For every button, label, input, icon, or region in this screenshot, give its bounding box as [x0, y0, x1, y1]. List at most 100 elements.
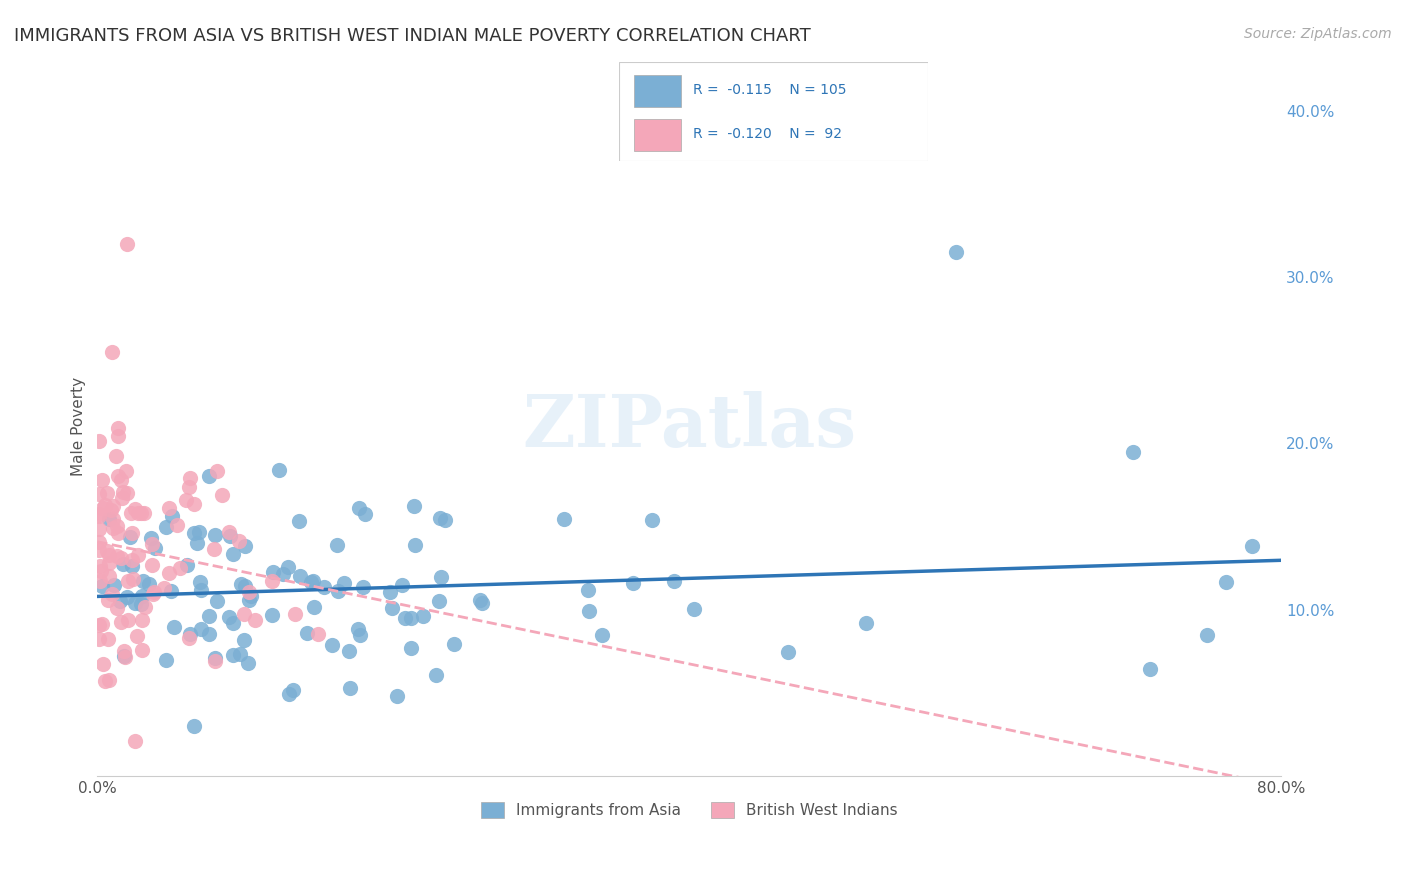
Point — [347, 623, 370, 637]
Point — [98, 673, 121, 687]
Point — [288, 569, 311, 583]
Point — [134, 599, 156, 614]
Point — [385, 689, 408, 703]
Point — [326, 584, 349, 599]
Point — [131, 613, 153, 627]
Point — [301, 574, 323, 588]
Point — [176, 492, 198, 507]
Point — [124, 596, 146, 610]
Point — [141, 536, 163, 550]
FancyBboxPatch shape — [619, 62, 928, 161]
Point — [326, 538, 349, 552]
Point — [553, 512, 575, 526]
Text: IMMIGRANTS FROM ASIA VS BRITISH WEST INDIAN MALE POVERTY CORRELATION CHART: IMMIGRANTS FROM ASIA VS BRITISH WEST IND… — [14, 27, 811, 45]
Point — [98, 512, 121, 526]
Y-axis label: Male Poverty: Male Poverty — [72, 377, 86, 476]
Point — [157, 500, 180, 515]
Point — [112, 557, 135, 571]
Point — [115, 590, 138, 604]
Point — [117, 574, 139, 589]
Point — [107, 429, 129, 443]
Point — [115, 464, 138, 478]
Point — [378, 585, 401, 599]
Point — [142, 587, 165, 601]
Point — [188, 524, 211, 539]
Point — [277, 559, 299, 574]
Point — [94, 674, 117, 689]
Point — [177, 631, 200, 645]
Point — [1197, 628, 1219, 642]
Point — [124, 502, 146, 516]
Point — [98, 568, 121, 582]
Point — [87, 534, 110, 549]
Point — [93, 498, 115, 512]
Point — [236, 656, 259, 670]
Text: Source: ZipAtlas.com: Source: ZipAtlas.com — [1244, 27, 1392, 41]
Point — [218, 610, 240, 624]
Text: ZIPatlas: ZIPatlas — [522, 392, 856, 462]
Point — [262, 574, 284, 588]
Point — [682, 601, 704, 615]
Point — [124, 734, 146, 748]
Point — [163, 619, 186, 633]
Point — [321, 638, 343, 652]
Point — [1139, 662, 1161, 676]
Point — [120, 530, 142, 544]
Point — [127, 506, 149, 520]
Point — [381, 601, 404, 615]
Point — [394, 611, 416, 625]
Point — [177, 480, 200, 494]
Point — [222, 648, 245, 662]
Point — [204, 654, 226, 668]
Point — [114, 649, 136, 664]
Point — [97, 557, 120, 571]
Point — [89, 574, 111, 589]
Point — [591, 628, 613, 642]
Point — [110, 550, 132, 565]
Point — [91, 473, 114, 487]
Point — [155, 653, 177, 667]
Point — [425, 668, 447, 682]
Point — [160, 508, 183, 523]
Point — [111, 491, 134, 505]
Point — [188, 574, 211, 589]
Point — [576, 582, 599, 597]
Point — [138, 577, 160, 591]
Point — [855, 615, 877, 630]
Point — [339, 681, 361, 696]
Point — [87, 618, 110, 632]
Legend: Immigrants from Asia, British West Indians: Immigrants from Asia, British West India… — [475, 797, 904, 824]
Point — [288, 514, 311, 528]
Point — [232, 607, 254, 622]
Point — [1215, 574, 1237, 589]
Point — [129, 507, 152, 521]
Point — [93, 501, 115, 516]
FancyBboxPatch shape — [634, 120, 681, 151]
Point — [205, 593, 228, 607]
Point — [221, 547, 243, 561]
Point — [470, 592, 492, 607]
Point — [87, 632, 110, 647]
Point — [399, 610, 422, 624]
Point — [159, 584, 181, 599]
Point — [179, 471, 201, 485]
Point — [131, 589, 153, 603]
Point — [112, 644, 135, 658]
Point — [129, 597, 152, 611]
Point — [97, 549, 120, 563]
Point — [198, 609, 221, 624]
Point — [312, 580, 335, 594]
Point — [101, 586, 124, 600]
Point — [347, 500, 370, 515]
Point — [183, 719, 205, 733]
Point — [221, 616, 243, 631]
Point — [121, 552, 143, 566]
Point — [103, 500, 125, 514]
Point — [112, 484, 135, 499]
Point — [337, 644, 360, 658]
Point — [89, 434, 111, 449]
Point — [232, 632, 254, 647]
Point — [117, 613, 139, 627]
Point — [121, 526, 143, 541]
Point — [202, 542, 225, 557]
